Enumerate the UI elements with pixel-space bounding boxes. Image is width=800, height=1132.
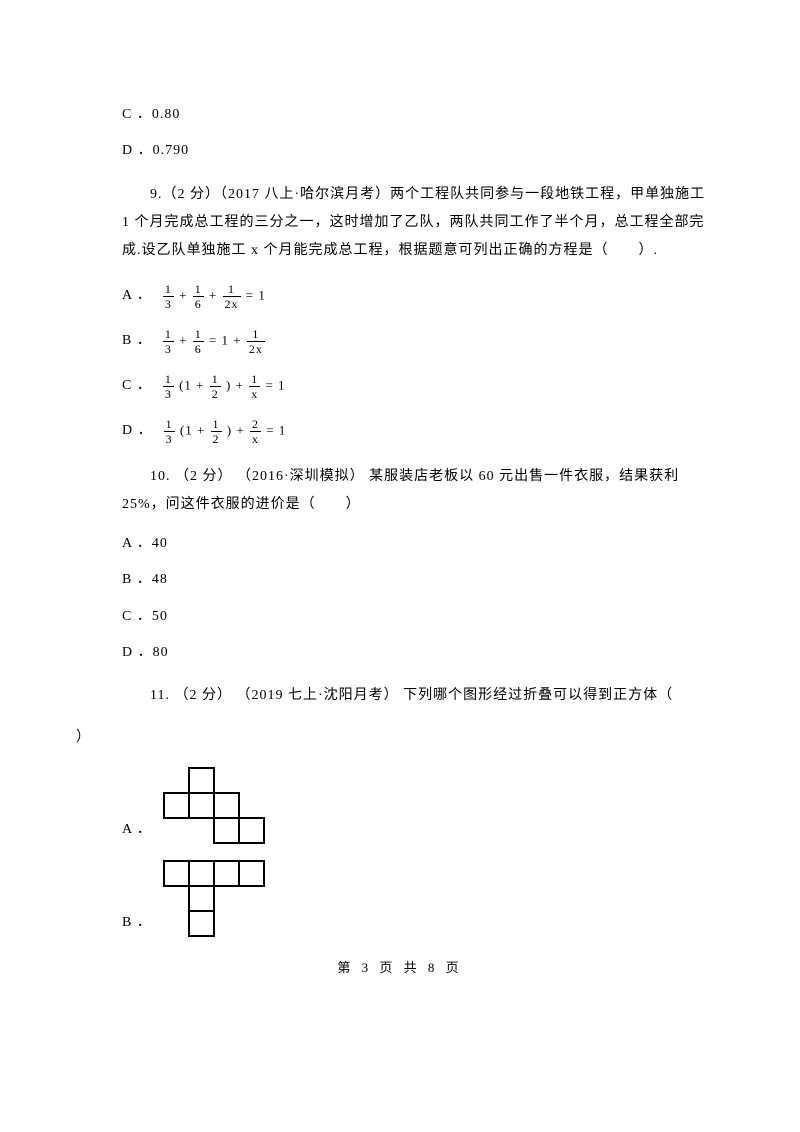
equation: 13 + 16 + 12x = 1 [162,283,266,310]
option-label: B ． [122,330,152,352]
q9-option-c: C ． 13 (1 + 12 ) + 1x = 1 [122,373,710,400]
q9-stem: 9.（2 分）（2017 八上·哈尔滨月考）两个工程队共同参与一段地铁工程，甲单… [122,181,710,265]
option-label: D ． [122,420,153,442]
q10-option-d: D ．80 [122,642,710,664]
q10-stem: 10. （2 分） （2016·深圳模拟） 某服装店老板以 60 元出售一件衣服… [122,463,710,519]
q11-option-a: A ． [122,766,710,845]
q9-option-b: B ． 13 + 16 = 1 + 12x [122,328,710,355]
q10-option-a: A ．40 [122,533,710,555]
q11-option-b: B ． [122,859,710,938]
q9-option-a: A ． 13 + 16 + 12x = 1 [122,283,710,310]
q10-option-b: B ．48 [122,569,710,591]
q9-option-d: D ． 13 (1 + 12 ) + 2x = 1 [122,418,710,445]
cube-net-b [162,859,266,938]
option-label: A ． [122,285,152,307]
option-label: B ． [122,912,152,938]
equation: 13 (1 + 12 ) + 2x = 1 [163,418,287,445]
option-label: A ． [122,819,152,845]
q11-stem-close: ） [76,724,710,752]
equation: 13 (1 + 12 ) + 1x = 1 [162,373,286,400]
page-footer: 第 3 页 共 8 页 [90,958,710,979]
q8-option-c: C ．0.80 [122,104,710,126]
equation: 13 + 16 = 1 + 12x [162,328,266,355]
cube-net-a [162,766,266,845]
q10-option-c: C ．50 [122,606,710,628]
q8-option-d: D ．0.790 [122,140,710,162]
option-label: C ． [122,375,152,397]
q11-stem: 11. （2 分） （2019 七上·沈阳月考） 下列哪个图形经过折叠可以得到正… [122,682,710,710]
